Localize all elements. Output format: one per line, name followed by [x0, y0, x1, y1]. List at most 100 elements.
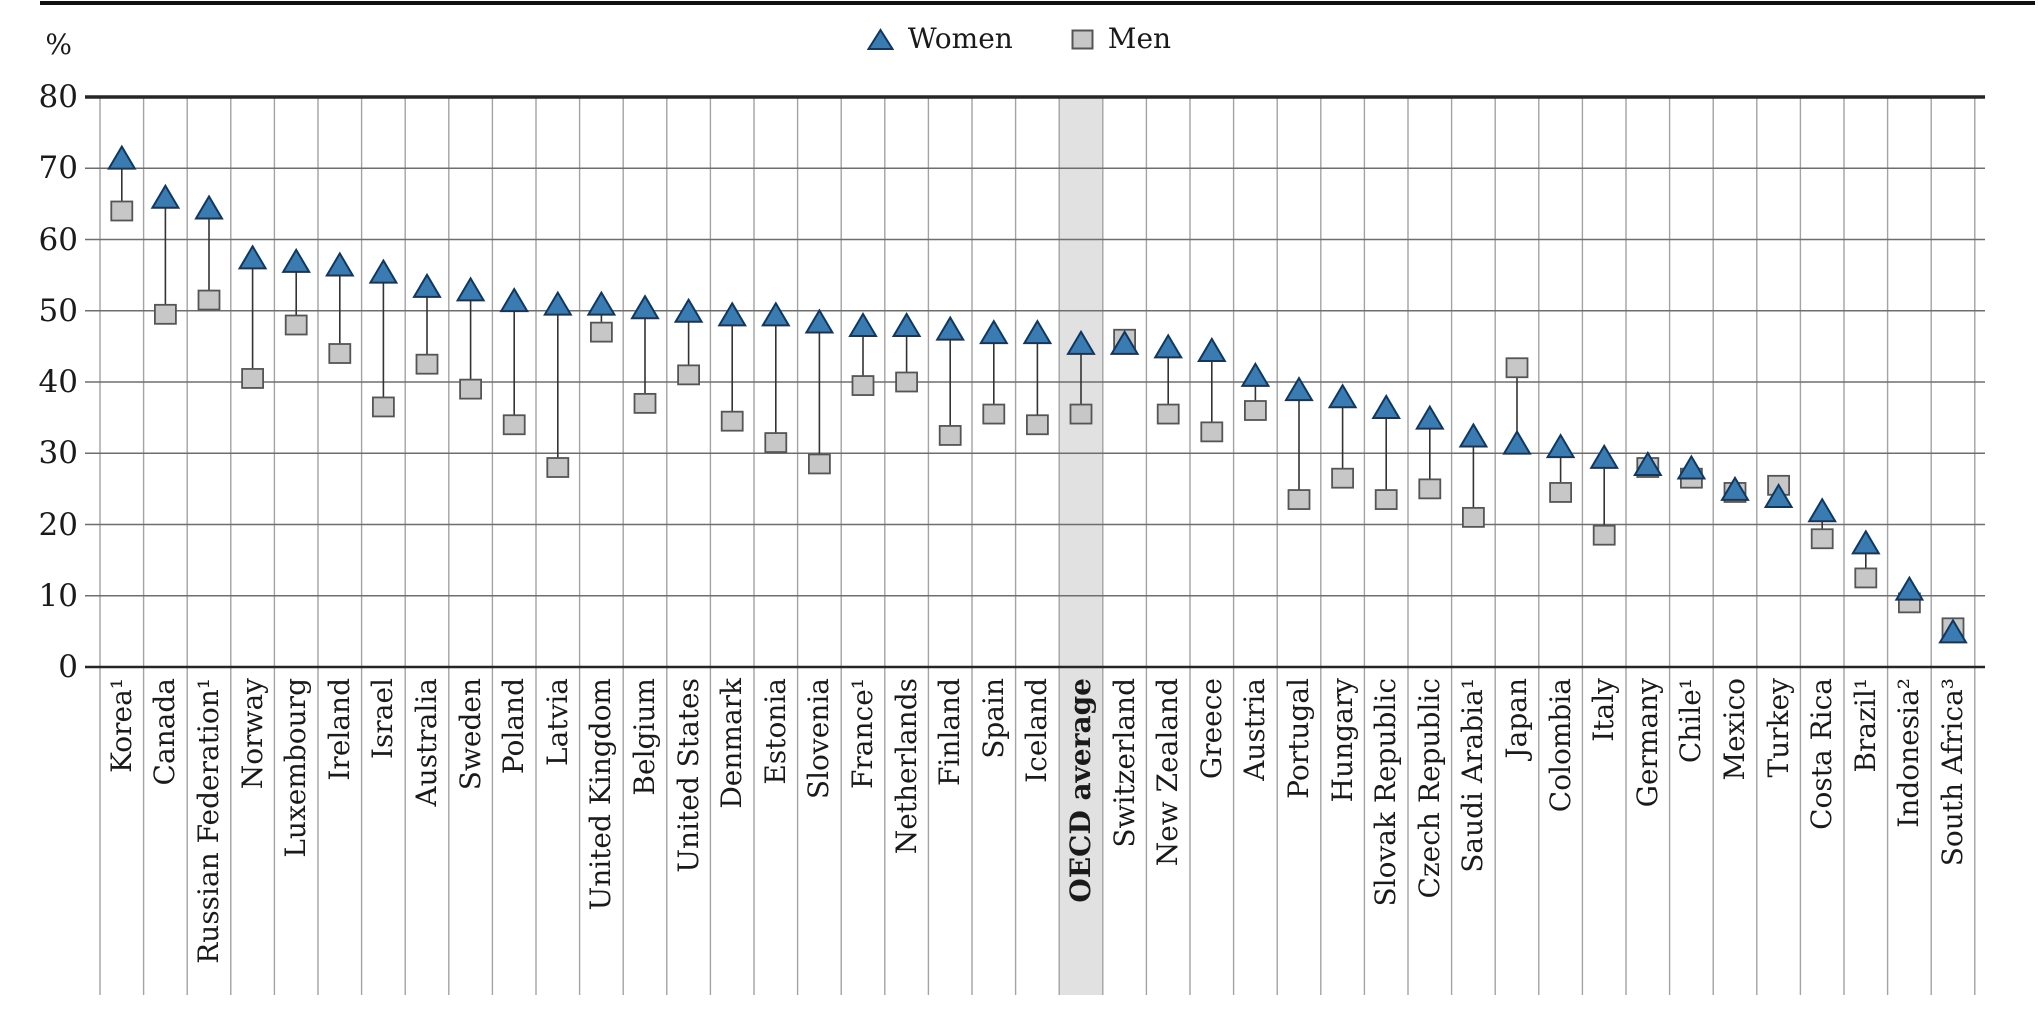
- category-label-28: Hungary: [1325, 678, 1359, 803]
- men-marker-1: [153, 303, 177, 325]
- category-label-14: Denmark: [715, 678, 749, 809]
- men-marker-18: [895, 371, 918, 393]
- y-tick-label-70: 70: [38, 150, 78, 187]
- category-label-3: Norway: [235, 678, 269, 790]
- category-label-9: Poland: [497, 678, 531, 775]
- men-marker-26: [1244, 400, 1267, 421]
- men-marker-15: [764, 432, 788, 453]
- category-label-15: Estonia: [758, 678, 792, 785]
- category-label-1: Canada: [148, 678, 182, 786]
- category-label-30: Czech Republic: [1412, 678, 1446, 899]
- men-marker-20: [982, 403, 1006, 425]
- women-marker-27: [1284, 376, 1314, 402]
- men-marker-7: [415, 353, 439, 375]
- women-marker-10: [543, 290, 573, 316]
- women-marker-4: [281, 247, 311, 273]
- women-marker-6: [368, 258, 399, 284]
- men-marker-4: [284, 314, 308, 336]
- category-label-38: Turkey: [1761, 678, 1795, 778]
- category-label-18: Netherlands: [889, 678, 923, 855]
- men-marker-2: [197, 289, 221, 311]
- men-marker-3: [241, 368, 265, 389]
- men-square-icon: [1071, 29, 1094, 49]
- legend-women-label: Women: [907, 22, 1013, 55]
- men-marker-32: [1505, 357, 1529, 379]
- category-label-42: South Africa³: [1936, 678, 1969, 867]
- oecd-average-highlight-band: [1059, 97, 1103, 995]
- category-label-32: Japan: [1500, 678, 1533, 759]
- women-marker-38: [1763, 483, 1794, 508]
- women-marker-19: [935, 315, 965, 341]
- men-marker-24: [1156, 403, 1180, 425]
- men-marker-22: [1069, 403, 1093, 425]
- category-label-40: Brazil¹: [1848, 678, 1882, 773]
- men-marker-17: [851, 375, 875, 396]
- category-label-16: Slovenia: [802, 678, 836, 800]
- women-marker-0: [107, 144, 137, 170]
- category-label-41: Indonesia²: [1892, 678, 1926, 828]
- women-marker-41: [1894, 575, 1925, 601]
- category-label-27: Portugal: [1282, 678, 1315, 799]
- women-marker-23: [1109, 329, 1140, 355]
- women-marker-7: [412, 272, 442, 298]
- men-marker-8: [459, 378, 483, 400]
- category-label-26: Austria: [1238, 678, 1272, 781]
- women-marker-29: [1371, 393, 1401, 419]
- women-marker-42: [1938, 618, 1968, 644]
- women-marker-15: [761, 301, 791, 327]
- women-marker-8: [455, 276, 486, 302]
- women-marker-12: [630, 294, 660, 320]
- category-label-31: Saudi Arabia¹: [1456, 678, 1490, 873]
- y-tick-label-0: 0: [58, 649, 78, 685]
- men-marker-13: [677, 364, 700, 386]
- category-label-34: Italy: [1587, 678, 1621, 742]
- category-label-7: Australia: [410, 678, 443, 807]
- men-marker-34: [1592, 524, 1616, 546]
- category-label-35: Germany: [1630, 678, 1664, 808]
- women-marker-37: [1720, 475, 1750, 501]
- men-marker-10: [546, 457, 570, 478]
- men-marker-6: [371, 396, 395, 418]
- women-marker-25: [1197, 336, 1227, 362]
- category-label-10: Latvia: [540, 678, 574, 767]
- legend-item-women: Women: [866, 22, 1013, 56]
- category-label-13: United States: [671, 678, 705, 873]
- women-marker-26: [1240, 361, 1271, 387]
- y-tick-label-10: 10: [38, 577, 78, 614]
- category-label-23: Switzerland: [1107, 678, 1141, 848]
- men-marker-12: [633, 392, 657, 414]
- y-tick-label-30: 30: [38, 435, 78, 472]
- category-label-0: Korea¹: [104, 678, 138, 773]
- category-label-29: Slovak Republic: [1369, 678, 1403, 907]
- category-label-24: New Zealand: [1151, 678, 1185, 867]
- men-marker-0: [110, 200, 134, 222]
- women-marker-30: [1415, 404, 1445, 430]
- men-marker-25: [1200, 421, 1224, 443]
- women-triangle-icon: [866, 27, 894, 50]
- women-marker-34: [1589, 443, 1619, 469]
- category-label-5: Ireland: [322, 678, 356, 781]
- category-label-11: United Kingdom: [584, 678, 618, 911]
- women-marker-32: [1502, 429, 1532, 455]
- men-marker-11: [590, 321, 613, 343]
- men-marker-30: [1418, 478, 1442, 500]
- women-marker-18: [891, 312, 922, 337]
- women-marker-40: [1851, 529, 1881, 555]
- women-marker-14: [717, 301, 747, 327]
- category-label-39: Costa Rica: [1805, 678, 1839, 830]
- women-marker-31: [1458, 422, 1489, 448]
- men-marker-31: [1462, 506, 1485, 528]
- men-marker-16: [808, 453, 831, 475]
- category-label-8: Sweden: [453, 678, 487, 791]
- women-marker-11: [586, 290, 617, 316]
- women-marker-28: [1327, 383, 1358, 409]
- men-marker-33: [1549, 482, 1572, 503]
- women-marker-13: [673, 297, 704, 323]
- y-tick-label-80: 80: [38, 79, 78, 115]
- category-label-37: Mexico: [1718, 678, 1751, 781]
- category-label-21: Iceland: [1020, 678, 1054, 783]
- women-marker-9: [499, 287, 529, 313]
- women-marker-35: [1633, 450, 1663, 476]
